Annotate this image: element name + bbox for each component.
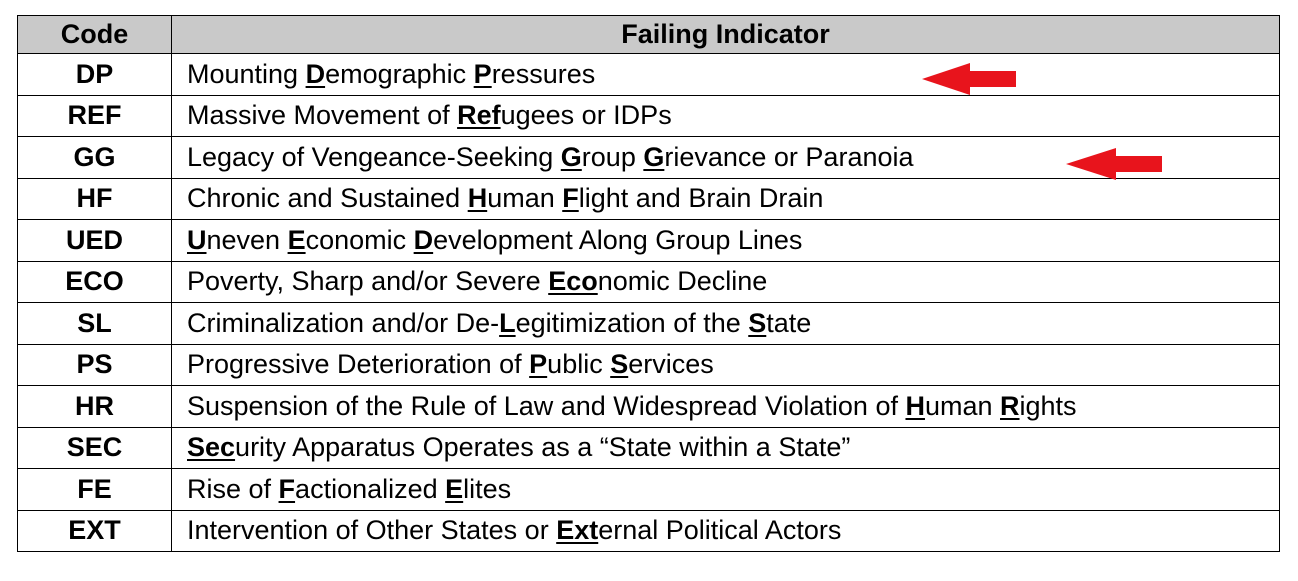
- indicator-code: GG: [17, 136, 172, 179]
- table-row: ECO Poverty, Sharp and/or Severe Economic…: [17, 260, 1280, 303]
- highlighted-letters: L: [499, 307, 516, 338]
- indicator-text: nomic Decline: [597, 266, 768, 297]
- left-arrow-icon: [1066, 148, 1162, 180]
- indicator-code: DP: [17, 53, 172, 96]
- indicator-text: ernal Political Actors: [598, 515, 842, 546]
- highlighted-letters: S: [748, 307, 767, 338]
- indicator-text: neven: [206, 224, 288, 255]
- table-row: FE Rise of Factionalized Elites: [17, 468, 1280, 511]
- indicator-text: urity Apparatus Operates as a “State wit…: [235, 432, 851, 463]
- indicator-text: tate: [766, 307, 812, 338]
- highlighted-letters: P: [529, 349, 548, 380]
- indicator-text: egitimization of the: [515, 307, 749, 338]
- indicator-code: FE: [17, 468, 172, 511]
- table-row: UED Uneven Economic Development Along Gro…: [17, 219, 1280, 262]
- indicator-code: PS: [17, 343, 172, 386]
- indicator-text: Intervention of Other States or: [187, 515, 557, 546]
- indicator-description: Suspension of the Rule of Law and Widesp…: [171, 385, 1280, 428]
- highlighted-letters: F: [278, 473, 296, 504]
- indicator-text: Mounting: [187, 58, 306, 89]
- highlighted-letters: E: [445, 473, 464, 504]
- indicator-description: Progressive Deterioration of Public Serv…: [171, 343, 1280, 386]
- indicator-text: uman: [924, 390, 1001, 421]
- highlighted-letters: Eco: [548, 266, 598, 297]
- indicator-text: ights: [1019, 390, 1077, 421]
- highlighted-letters: P: [473, 58, 492, 89]
- indicator-text: ressures: [491, 58, 596, 89]
- indicator-column-header: Failing Indicator: [171, 15, 1280, 54]
- indicator-description: Rise of Factionalized Elites: [171, 468, 1280, 511]
- indicator-description: Poverty, Sharp and/or Severe Economic De…: [171, 260, 1280, 303]
- indicator-text: conomic: [305, 224, 414, 255]
- indicator-description: Uneven Economic Development Along Group …: [171, 219, 1280, 262]
- indicator-code: HF: [17, 177, 172, 220]
- table-row: HF Chronic and Sustained Human Flight and…: [17, 177, 1280, 220]
- highlighted-letters: R: [1000, 390, 1020, 421]
- indicator-text: Massive Movement of: [187, 100, 458, 131]
- indicator-text: ublic: [547, 349, 611, 380]
- table-row: SEC Security Apparatus Operates as a “Sta…: [17, 426, 1280, 469]
- code-column-header: Code: [17, 15, 172, 54]
- indicator-text: ervices: [628, 349, 714, 380]
- indicator-text: Chronic and Sustained: [187, 183, 468, 214]
- table-row: REF Massive Movement of Refugees or IDPs: [17, 94, 1280, 137]
- indicator-code: ECO: [17, 260, 172, 303]
- indicator-description: Chronic and Sustained Human Flight and B…: [171, 177, 1280, 220]
- indicator-description: Intervention of Other States or External…: [171, 509, 1280, 552]
- highlighted-letters: D: [413, 224, 434, 255]
- indicator-text: Poverty, Sharp and/or Severe: [187, 266, 549, 297]
- table-row: EXT Intervention of Other States or Exter…: [17, 509, 1280, 552]
- highlighted-letters: F: [562, 183, 579, 214]
- indicator-text: actionalized: [295, 473, 446, 504]
- indicator-code: UED: [17, 219, 172, 262]
- indicator-text: uman: [487, 183, 563, 214]
- header-row: Code Failing Indicator: [17, 15, 1280, 54]
- highlighted-letters: D: [305, 58, 326, 89]
- indicator-code: SEC: [17, 426, 172, 469]
- indicator-text: Suspension of the Rule of Law and Widesp…: [187, 390, 906, 421]
- failing-indicators-table: Code Failing Indicator DP Mounting Demogr…: [17, 15, 1280, 552]
- highlighted-letters: E: [287, 224, 306, 255]
- indicator-code: SL: [17, 302, 172, 345]
- indicator-text: Criminalization and/or De-: [187, 307, 500, 338]
- indicator-code: REF: [17, 94, 172, 137]
- table-row: SL Criminalization and/or De-Legitimizati…: [17, 302, 1280, 345]
- highlighted-letters: Ext: [556, 515, 599, 546]
- indicator-text: light and Brain Drain: [578, 183, 824, 214]
- table-header: Code Failing Indicator: [17, 15, 1280, 54]
- indicator-text: evelopment Along Group Lines: [433, 224, 803, 255]
- indicator-text: Rise of: [187, 473, 279, 504]
- indicator-text: emographic: [325, 58, 474, 89]
- highlighted-letters: H: [467, 183, 488, 214]
- highlighted-letters: G: [643, 141, 665, 172]
- indicator-text: Legacy of Vengeance-Seeking: [187, 141, 561, 172]
- table-body: DP Mounting Demographic Pressures REF Massi…: [17, 53, 1280, 552]
- highlighted-letters: H: [905, 390, 925, 421]
- table-row: HR Suspension of the Rule of Law and Wide…: [17, 385, 1280, 428]
- indicator-text: Progressive Deterioration of: [187, 349, 530, 380]
- indicator-code: HR: [17, 385, 172, 428]
- highlighted-letters: Ref: [457, 100, 501, 131]
- indicator-text: lites: [463, 473, 512, 504]
- highlighted-letters: S: [610, 349, 629, 380]
- indicator-description: Security Apparatus Operates as a “State …: [171, 426, 1280, 469]
- highlighted-letters: U: [187, 224, 207, 255]
- indicator-text: roup: [581, 141, 644, 172]
- indicator-description: Criminalization and/or De-Legitimization…: [171, 302, 1280, 345]
- indicator-text: rievance or Paranoia: [664, 141, 914, 172]
- indicator-text: ugees or IDPs: [500, 100, 672, 131]
- indicator-description: Massive Movement of Refugees or IDPs: [171, 94, 1280, 137]
- indicator-code: EXT: [17, 509, 172, 552]
- left-arrow-icon: [922, 63, 1016, 95]
- highlighted-letters: G: [560, 141, 582, 172]
- table-row: DP Mounting Demographic Pressures: [17, 53, 1280, 96]
- indicator-description: Mounting Demographic Pressures: [171, 53, 1280, 96]
- highlighted-letters: Sec: [187, 432, 236, 463]
- table-row: PS Progressive Deterioration of Public Se…: [17, 343, 1280, 386]
